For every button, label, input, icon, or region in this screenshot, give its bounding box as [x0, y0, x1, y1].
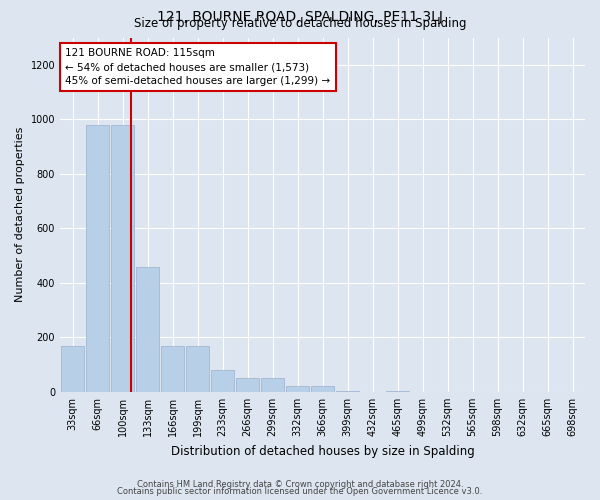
Bar: [261, 378, 284, 392]
Bar: [236, 378, 259, 392]
Bar: [136, 266, 159, 392]
Text: 121 BOURNE ROAD: 115sqm
← 54% of detached houses are smaller (1,573)
45% of semi: 121 BOURNE ROAD: 115sqm ← 54% of detache…: [65, 48, 331, 86]
Text: 121, BOURNE ROAD, SPALDING, PE11 3LJ: 121, BOURNE ROAD, SPALDING, PE11 3LJ: [157, 10, 443, 24]
Bar: [86, 124, 109, 392]
Bar: [111, 124, 134, 392]
Bar: [61, 346, 84, 392]
Bar: [161, 346, 184, 392]
Text: Size of property relative to detached houses in Spalding: Size of property relative to detached ho…: [134, 18, 466, 30]
Bar: [311, 386, 334, 392]
Bar: [186, 346, 209, 392]
X-axis label: Distribution of detached houses by size in Spalding: Distribution of detached houses by size …: [170, 444, 475, 458]
Text: Contains public sector information licensed under the Open Government Licence v3: Contains public sector information licen…: [118, 487, 482, 496]
Bar: [211, 370, 234, 392]
Bar: [336, 390, 359, 392]
Text: Contains HM Land Registry data © Crown copyright and database right 2024.: Contains HM Land Registry data © Crown c…: [137, 480, 463, 489]
Y-axis label: Number of detached properties: Number of detached properties: [15, 127, 25, 302]
Bar: [286, 386, 309, 392]
Bar: [386, 390, 409, 392]
